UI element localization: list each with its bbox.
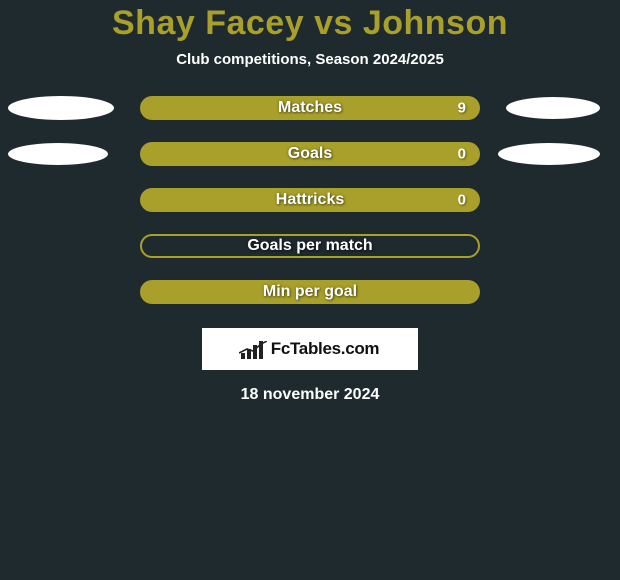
stat-row: Matches 9 [0,96,620,120]
left-ellipse [8,96,114,120]
stat-value: 0 [458,192,466,209]
stat-row: Goals 0 [0,142,620,166]
logo-text: FcTables.com [271,339,380,359]
stat-bar: Hattricks 0 [140,188,480,212]
stat-bar: Goals per match [140,234,480,258]
left-ellipse [8,143,108,165]
stat-label: Matches [278,99,342,117]
stat-bar: Goals 0 [140,142,480,166]
date-text: 18 november 2024 [241,386,380,404]
page-subtitle: Club competitions, Season 2024/2025 [176,51,444,68]
stat-bar: Min per goal [140,280,480,304]
logo-box: FcTables.com [202,328,418,370]
stat-value: 9 [458,100,466,117]
stat-row: Min per goal [0,280,620,304]
stat-label: Min per goal [263,283,357,301]
right-ellipse [506,97,600,119]
stat-label: Hattricks [276,191,344,209]
stat-bar: Matches 9 [140,96,480,120]
infographic-root: Shay Facey vs Johnson Club competitions,… [0,0,620,404]
stat-value: 0 [458,146,466,163]
stat-label: Goals [288,145,332,163]
stat-rows: Matches 9 Goals 0 Hattricks 0 Goals per match M… [0,96,620,304]
chart-icon [241,339,267,359]
stat-label: Goals per match [247,237,372,255]
stat-row: Goals per match [0,234,620,258]
stat-row: Hattricks 0 [0,188,620,212]
page-title: Shay Facey vs Johnson [112,4,508,43]
right-ellipse [498,143,600,165]
